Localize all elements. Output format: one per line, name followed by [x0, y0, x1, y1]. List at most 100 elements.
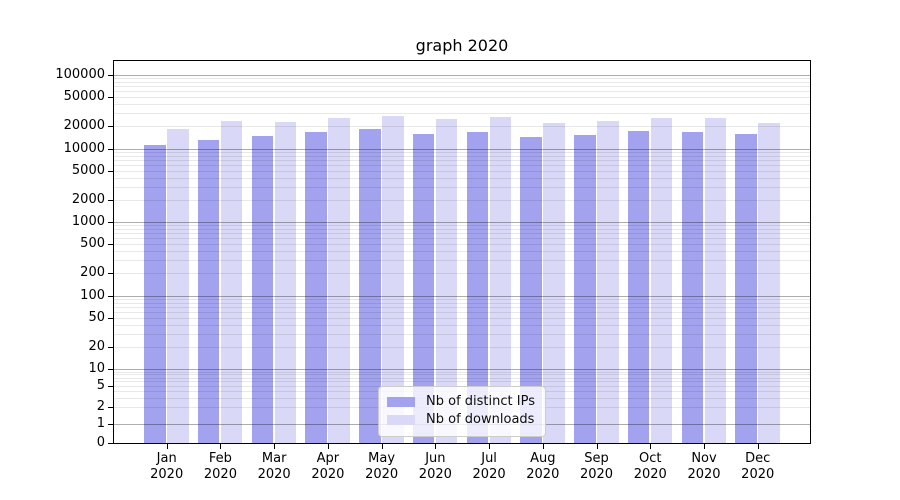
- x-tick-label: Feb 2020: [178, 451, 262, 482]
- bar-downloads-aug: [543, 122, 565, 443]
- chart-title: graph 2020: [415, 36, 509, 55]
- x-tick-label: Aug 2020: [501, 451, 585, 482]
- legend-swatch-distinct-ips: [387, 397, 416, 407]
- y-tick: [108, 295, 113, 297]
- x-tick-label-line: Apr: [316, 451, 340, 466]
- bar-downloads-oct: [650, 117, 673, 443]
- bar-distinct-ips-jul: [466, 132, 489, 443]
- x-tick: [650, 444, 652, 449]
- bar-downloads-dec: [758, 122, 780, 443]
- bar-distinct-ips-nov: [681, 131, 703, 443]
- x-tick-label: Sep 2020: [555, 451, 639, 482]
- y-tick-label: 2000: [71, 191, 105, 207]
- bar-distinct-ips-aug: [520, 137, 542, 443]
- x-tick-label: Jan 2020: [125, 451, 209, 482]
- bar-downloads-sep: [597, 120, 619, 443]
- x-tick-label-line: Dec: [745, 451, 771, 466]
- y-tick-label: 100: [80, 287, 105, 303]
- bar-distinct-ips-oct: [627, 130, 650, 443]
- x-tick: [220, 444, 222, 449]
- y-tick-label: 5000: [71, 162, 105, 178]
- x-tick: [757, 444, 759, 449]
- x-tick-label-line: Jun: [425, 451, 446, 466]
- x-tick-label-line: 2020: [257, 466, 291, 482]
- bar-downloads-apr: [328, 118, 350, 443]
- x-tick-label-line: May: [368, 451, 396, 466]
- legend-swatch-downloads: [387, 415, 416, 425]
- x-tick-label-line: Nov: [691, 451, 717, 466]
- y-tick: [108, 407, 113, 409]
- y-tick-label: 1000: [71, 214, 105, 229]
- y-tick-label: 1: [96, 416, 105, 431]
- y-tick-label: 5: [96, 377, 105, 393]
- legend-item-distinct-ips: Nb of distinct IPs: [387, 394, 535, 410]
- bar-distinct-ips-jun: [412, 133, 435, 443]
- x-tick-label-line: 2020: [365, 466, 399, 482]
- y-tick: [108, 199, 113, 201]
- bar-downloads-feb: [220, 120, 243, 443]
- y-tick: [108, 222, 113, 223]
- plot-area: Nb of distinct IPs Nb of downloads: [113, 60, 811, 444]
- x-tick-label: Oct 2020: [608, 451, 692, 482]
- x-tick: [704, 444, 705, 449]
- y-tick-label: 50: [88, 309, 105, 325]
- bar-distinct-ips-sep: [574, 134, 596, 443]
- x-tick-label-line: Feb: [208, 451, 232, 466]
- x-tick-label-line: 2020: [472, 466, 506, 482]
- bar-distinct-ips-apr: [305, 131, 327, 443]
- x-tick-label-line: 2020: [741, 466, 775, 482]
- bar-downloads-mar: [274, 121, 297, 443]
- x-tick-label-line: Jan: [156, 451, 177, 466]
- y-tick: [108, 346, 113, 348]
- y-tick-label: 0: [96, 435, 105, 450]
- bar-distinct-ips-jan: [144, 145, 166, 443]
- x-tick: [274, 444, 276, 449]
- y-tick-label: 200: [80, 265, 105, 281]
- y-tick-label: 2: [96, 399, 105, 415]
- bar-downloads-nov: [704, 118, 726, 443]
- x-tick: [489, 444, 491, 449]
- y-tick-label: 10000: [63, 140, 105, 156]
- y-tick: [108, 369, 113, 370]
- y-tick: [108, 424, 113, 425]
- x-tick-label-line: 2020: [150, 466, 184, 482]
- x-tick-label-line: 2020: [687, 466, 721, 482]
- y-tick: [108, 443, 113, 444]
- y-tick: [108, 75, 113, 76]
- x-tick-label: Mar 2020: [232, 451, 316, 482]
- bar-downloads-jan: [167, 128, 189, 443]
- x-tick-label-line: Oct: [639, 451, 662, 466]
- x-tick-label-line: Jul: [481, 451, 497, 466]
- y-tick: [108, 148, 113, 150]
- x-tick: [596, 444, 598, 449]
- x-tick-label: May 2020: [340, 451, 424, 482]
- bar-downloads-jul: [489, 117, 512, 443]
- y-tick: [108, 317, 113, 319]
- y-tick-label: 20000: [63, 118, 105, 134]
- y-tick-label: 50000: [63, 89, 105, 105]
- x-tick-label-line: 2020: [311, 466, 345, 482]
- x-tick-label-line: 2020: [579, 466, 614, 482]
- bar-distinct-ips-mar: [251, 135, 274, 443]
- legend-label-downloads: Nb of downloads: [426, 412, 535, 427]
- y-tick-label: 20: [88, 338, 105, 354]
- y-tick: [108, 273, 113, 275]
- bar-downloads-may: [382, 115, 404, 443]
- y-tick-label: 10: [88, 361, 105, 376]
- x-tick-label-line: Sep: [584, 451, 609, 466]
- x-tick-label-line: Mar: [261, 451, 287, 466]
- y-tick-label: 100000: [55, 67, 105, 82]
- y-tick: [108, 97, 113, 99]
- x-tick-label-line: 2020: [526, 466, 560, 482]
- y-tick: [108, 244, 113, 246]
- legend-item-downloads: Nb of downloads: [387, 412, 535, 428]
- x-tick: [542, 444, 544, 449]
- legend-label-distinct-ips: Nb of distinct IPs: [426, 394, 535, 409]
- y-tick: [108, 385, 113, 387]
- y-tick: [108, 170, 113, 172]
- x-tick-label-line: Aug: [530, 451, 556, 466]
- x-tick-label-line: 2020: [418, 466, 452, 482]
- x-tick: [435, 444, 437, 449]
- x-tick: [381, 444, 383, 449]
